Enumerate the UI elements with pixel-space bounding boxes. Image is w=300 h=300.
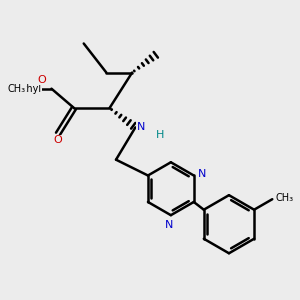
Text: methyl: methyl [7,84,41,94]
Text: O: O [38,75,46,85]
Text: CH₃: CH₃ [8,84,26,94]
Text: N: N [165,220,173,230]
Text: O: O [53,136,62,146]
Text: H: H [156,130,165,140]
Text: N: N [198,169,206,179]
Text: CH₃: CH₃ [275,193,294,202]
Text: N: N [137,122,146,132]
